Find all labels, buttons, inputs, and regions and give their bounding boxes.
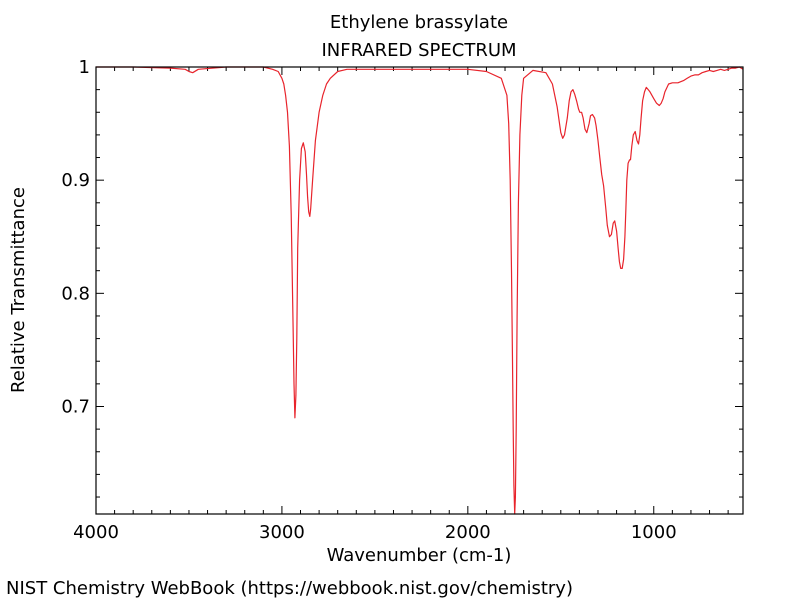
y-tick-label: 1 — [79, 57, 90, 78]
spectrum-series-line — [96, 66, 744, 515]
y-tick-label: 0.8 — [61, 283, 90, 304]
axis-ticks — [95, 66, 743, 514]
x-tick-label: 2000 — [445, 522, 491, 543]
y-tick-label: 0.9 — [61, 170, 90, 191]
chart-title: Ethylene brassylate — [330, 12, 508, 33]
plot-frame — [95, 66, 744, 515]
x-tick-label: 1000 — [631, 522, 677, 543]
chart-subtitle: INFRARED SPECTRUM — [321, 40, 516, 61]
x-axis-label: Wavenumber (cm-1) — [327, 545, 512, 566]
y-axis-label: Relative Transmittance — [8, 187, 29, 393]
x-tick-label: 4000 — [73, 522, 119, 543]
y-tick-label: 0.7 — [61, 396, 90, 417]
x-tick-label: 3000 — [259, 522, 305, 543]
source-credit: NIST Chemistry WebBook (https://webbook.… — [6, 578, 573, 599]
axis-tick-labels: 4000 3000 2000 1000 1 0.9 0.8 0.7 — [61, 57, 676, 543]
